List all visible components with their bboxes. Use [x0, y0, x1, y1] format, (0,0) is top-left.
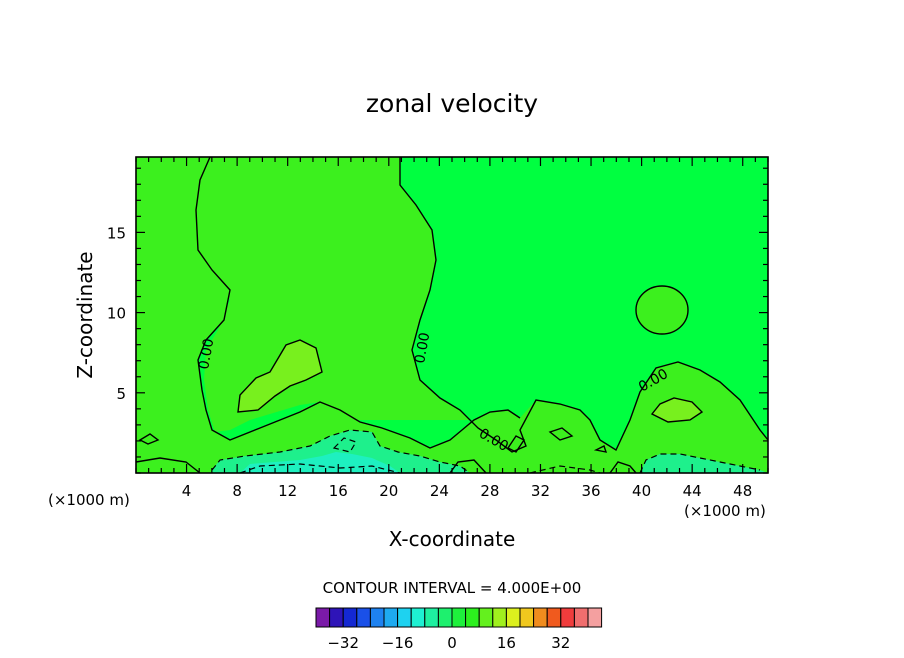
colorbar-swatch: [356, 607, 371, 628]
x-tick-label: 40: [632, 482, 651, 500]
y-tick-label: 5: [116, 385, 126, 403]
region-right-cell: [635, 285, 689, 335]
colorbar-swatch: [587, 607, 603, 628]
contour-neg-low: [239, 463, 401, 474]
colorbar-tick-label: −16: [382, 634, 414, 652]
colorbar-swatch: [492, 607, 507, 628]
contour-bottom-mid: [449, 459, 487, 474]
colorbar-swatch: [451, 607, 467, 628]
colorbar-swatch: [383, 607, 399, 628]
x-unit-label-left: (×1000 m): [48, 491, 130, 509]
contour-neg-low2: [529, 465, 601, 474]
x-tick-label: 16: [329, 482, 348, 500]
zero-contours: [135, 156, 769, 474]
contour-bottom-mid2: [609, 461, 637, 474]
region-upper-mid-positive: [192, 157, 470, 432]
colorbar-swatch: [519, 607, 535, 628]
contour-right-strong: [650, 397, 704, 423]
y-tick-label: 10: [107, 305, 126, 323]
colorbar-tick-labels: −32 −16 0 16 32: [327, 634, 570, 652]
colorbar-tick-label: 0: [447, 634, 457, 652]
x-tick-label: 32: [531, 482, 550, 500]
colorbar-swatch: [546, 607, 562, 628]
y-axis-label: Z-coordinate: [73, 251, 97, 378]
colorbar: [315, 607, 603, 628]
colorbar-tick-label: 32: [551, 634, 570, 652]
y-axis-ticks: 5 10 15: [107, 167, 768, 474]
contour-left: [195, 156, 521, 449]
colorbar-swatch: [437, 607, 453, 628]
colorbar-swatch: [315, 607, 331, 628]
region-right-strong: [652, 398, 702, 422]
contour-small-mid2: [593, 445, 608, 453]
chart-title: zonal velocity: [366, 89, 538, 118]
contour-label: 0.00: [412, 331, 433, 364]
colorbar-swatch: [410, 607, 426, 628]
x-tick-label: 12: [278, 482, 297, 500]
contour-interval-text: CONTOUR INTERVAL = 4.000E+00: [323, 579, 582, 597]
colorbar-swatch: [505, 607, 521, 628]
x-unit-label-right: (×1000 m): [684, 502, 766, 520]
contour-neg-core: [332, 437, 357, 453]
region-left-positive: [136, 157, 768, 473]
colorbar-swatch: [465, 607, 480, 628]
x-tick-label: 24: [430, 482, 449, 500]
colorbar-swatch: [560, 607, 575, 628]
colorbar-swatch: [397, 607, 412, 628]
colorbar-swatch: [533, 607, 548, 628]
x-tick-label: 4: [182, 482, 192, 500]
colorbar-swatch: [573, 607, 589, 628]
y-tick-label: 15: [107, 224, 126, 242]
colorbar-swatch: [478, 607, 494, 628]
x-tick-label: 36: [581, 482, 600, 500]
negative-contours: [211, 429, 761, 474]
colorbar-tick-label: −32: [327, 634, 359, 652]
contour-mid: [399, 157, 769, 453]
x-tick-label: 20: [379, 482, 398, 500]
region-bottom-core-negative: [240, 452, 400, 473]
x-tick-label: 44: [683, 482, 702, 500]
colorbar-swatch: [369, 607, 385, 628]
contour-small-mid: [548, 427, 574, 441]
x-axis-label: X-coordinate: [389, 527, 516, 551]
colorbar-swatch: [329, 607, 344, 628]
contour-small-mid3: [506, 435, 526, 453]
colorbar-swatch: [342, 607, 358, 628]
x-tick-label: 8: [232, 482, 242, 500]
region-mid-strong: [238, 340, 322, 412]
contour-bottom-left: [135, 457, 201, 474]
colorbar-tick-label: 16: [497, 634, 516, 652]
region-bottom-right-negative: [640, 454, 768, 473]
plot-area: 0.00 0.00 0.00 0.00: [135, 156, 769, 474]
contour-small-left: [138, 433, 160, 445]
contour-neg-bottom: [211, 429, 471, 474]
colorbar-swatch: [424, 607, 439, 628]
contour-label: 0.00: [196, 337, 217, 370]
contour-mid-strong: [237, 339, 323, 413]
x-tick-label: 28: [480, 482, 499, 500]
x-axis-ticks: 4 8 12 16 20 24 28 32 36 40 44 48: [135, 157, 769, 500]
x-tick-label: 48: [733, 482, 752, 500]
